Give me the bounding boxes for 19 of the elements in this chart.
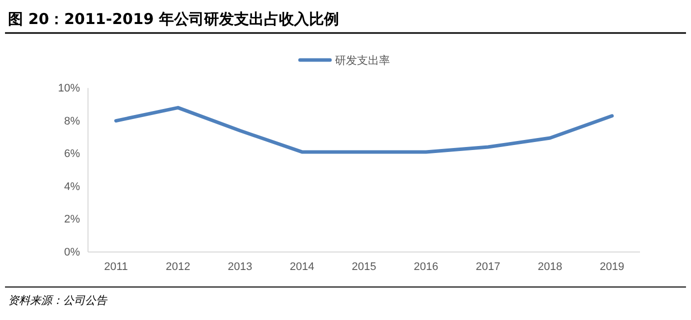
x-tick-label: 2012 <box>166 260 190 273</box>
x-tick-label: 2016 <box>414 260 438 273</box>
x-tick-label: 2017 <box>476 260 500 273</box>
y-tick-label: 6% <box>64 148 80 160</box>
text: 资料来源：公司公告 <box>8 294 108 307</box>
y-tick-label: 0% <box>64 246 80 259</box>
x-tick-label: 2011 <box>104 260 128 273</box>
x-tick-label: 2015 <box>352 260 376 273</box>
y-tick-label: 8% <box>64 115 80 128</box>
legend-label: 研发支出率 <box>335 54 390 67</box>
x-tick-label: 2019 <box>600 260 624 273</box>
chart-title: 图 20：2011-2019 年公司研发支出占收入比例 <box>8 10 340 28</box>
x-tick-label: 2018 <box>538 260 562 273</box>
line-series <box>114 106 614 154</box>
y-tick-label: 2% <box>64 214 80 226</box>
y-tick-label: 4% <box>64 180 80 193</box>
y-tick-label: 10% <box>58 82 80 95</box>
x-tick-label: 2013 <box>228 260 252 273</box>
x-tick-label: 2014 <box>290 260 314 273</box>
